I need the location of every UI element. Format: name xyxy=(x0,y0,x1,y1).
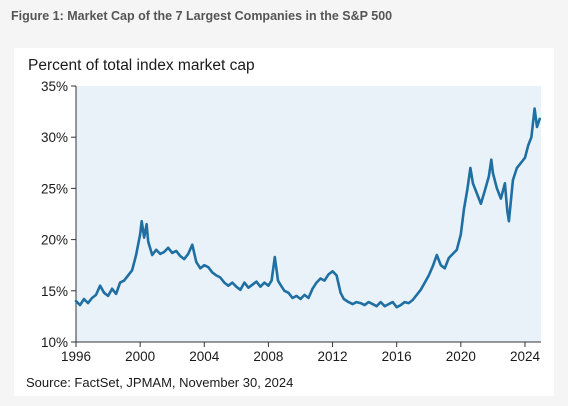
y-tick-label: 35% xyxy=(41,79,68,94)
series-line-market-cap-share xyxy=(74,107,541,309)
x-tick-label: 2008 xyxy=(253,349,283,364)
chart-subtitle: Percent of total index market cap xyxy=(28,57,255,74)
chart-source: Source: FactSet, JPMAM, November 30, 202… xyxy=(26,375,293,390)
y-tick-label: 20% xyxy=(41,233,68,248)
x-tick-label: 2020 xyxy=(446,349,476,364)
y-tick-label: 25% xyxy=(41,181,68,196)
chart-panel: Percent of total index market cap 10% 15%… xyxy=(14,48,554,396)
y-tick-label: 30% xyxy=(41,130,68,145)
plot-area xyxy=(76,86,541,342)
x-tick-label: 2016 xyxy=(382,349,412,364)
figure-title: Figure 1: Market Cap of the 7 Largest Co… xyxy=(11,9,393,23)
y-tick-label: 15% xyxy=(41,284,68,299)
axes xyxy=(75,86,541,343)
x-tick-label: 2000 xyxy=(125,349,155,364)
x-tick-label: 2024 xyxy=(510,349,541,364)
y-axis-ticks: 10% 15% 20% 25% 30% 35% xyxy=(41,79,76,350)
x-tick-label: 1996 xyxy=(61,349,91,364)
y-tick-label: 10% xyxy=(41,335,68,350)
x-axis-ticks: 1996 2000 2004 2008 2012 2016 2020 2024 xyxy=(61,342,540,364)
x-tick-label: 2012 xyxy=(318,349,348,364)
x-tick-label: 2004 xyxy=(189,349,220,364)
line-chart: Percent of total index market cap 10% 15%… xyxy=(26,57,541,390)
